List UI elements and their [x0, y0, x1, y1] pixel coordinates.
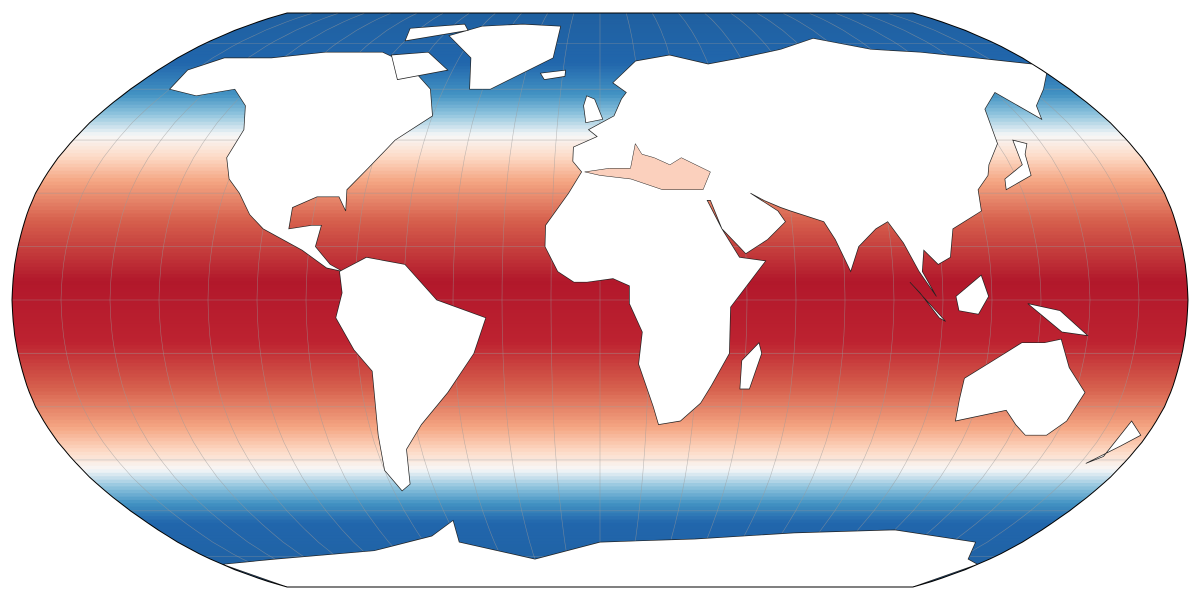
mediterranean [584, 142, 711, 190]
landmass [544, 37, 1048, 425]
landmass [739, 342, 763, 390]
landmass [222, 519, 979, 587]
land [168, 23, 1142, 587]
landmass [954, 338, 1086, 436]
landmass [1085, 420, 1142, 464]
landmass [448, 23, 562, 90]
landmass [335, 256, 487, 492]
landmass [1027, 303, 1089, 337]
map-frame [11, 12, 1189, 588]
landmass [955, 274, 989, 315]
landmass [583, 95, 604, 124]
landmass [168, 51, 433, 272]
landmass [1004, 139, 1032, 191]
landmass [539, 69, 566, 80]
landmass [909, 281, 946, 322]
landmass [390, 51, 449, 81]
landmass [404, 23, 469, 42]
